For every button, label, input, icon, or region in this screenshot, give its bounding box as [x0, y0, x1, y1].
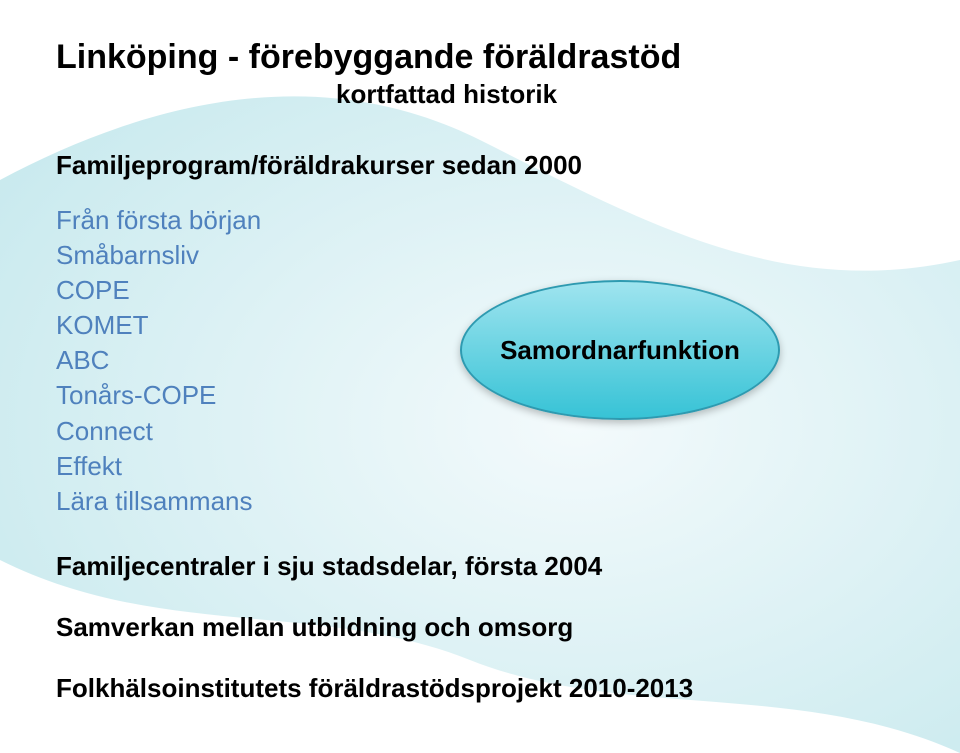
program-list-intro: Från första början: [56, 203, 904, 238]
coordinator-ellipse-label: Samordnarfunktion: [500, 335, 740, 366]
footer-line-2: Samverkan mellan utbildning och omsorg: [56, 612, 904, 643]
footer-line-1: Familjecentraler i sju stadsdelar, först…: [56, 551, 904, 582]
section-label: Familjeprogram/föräldrakurser sedan 2000: [56, 150, 904, 181]
slide-title: Linköping - förebyggande föräldrastöd: [56, 38, 904, 77]
footer-line-3: Folkhälsoinstitutets föräldrastödsprojek…: [56, 673, 904, 704]
slide-subtitle: kortfattad historik: [336, 79, 904, 110]
program-list-item: Connect: [56, 414, 904, 449]
coordinator-ellipse: Samordnarfunktion: [460, 280, 780, 420]
program-list-item: Lära tillsammans: [56, 484, 904, 519]
slide-content: Linköping - förebyggande föräldrastöd ko…: [0, 0, 960, 753]
program-list-item: Effekt: [56, 449, 904, 484]
program-list-item: COPE: [56, 273, 904, 308]
program-list-item: Småbarnsliv: [56, 238, 904, 273]
